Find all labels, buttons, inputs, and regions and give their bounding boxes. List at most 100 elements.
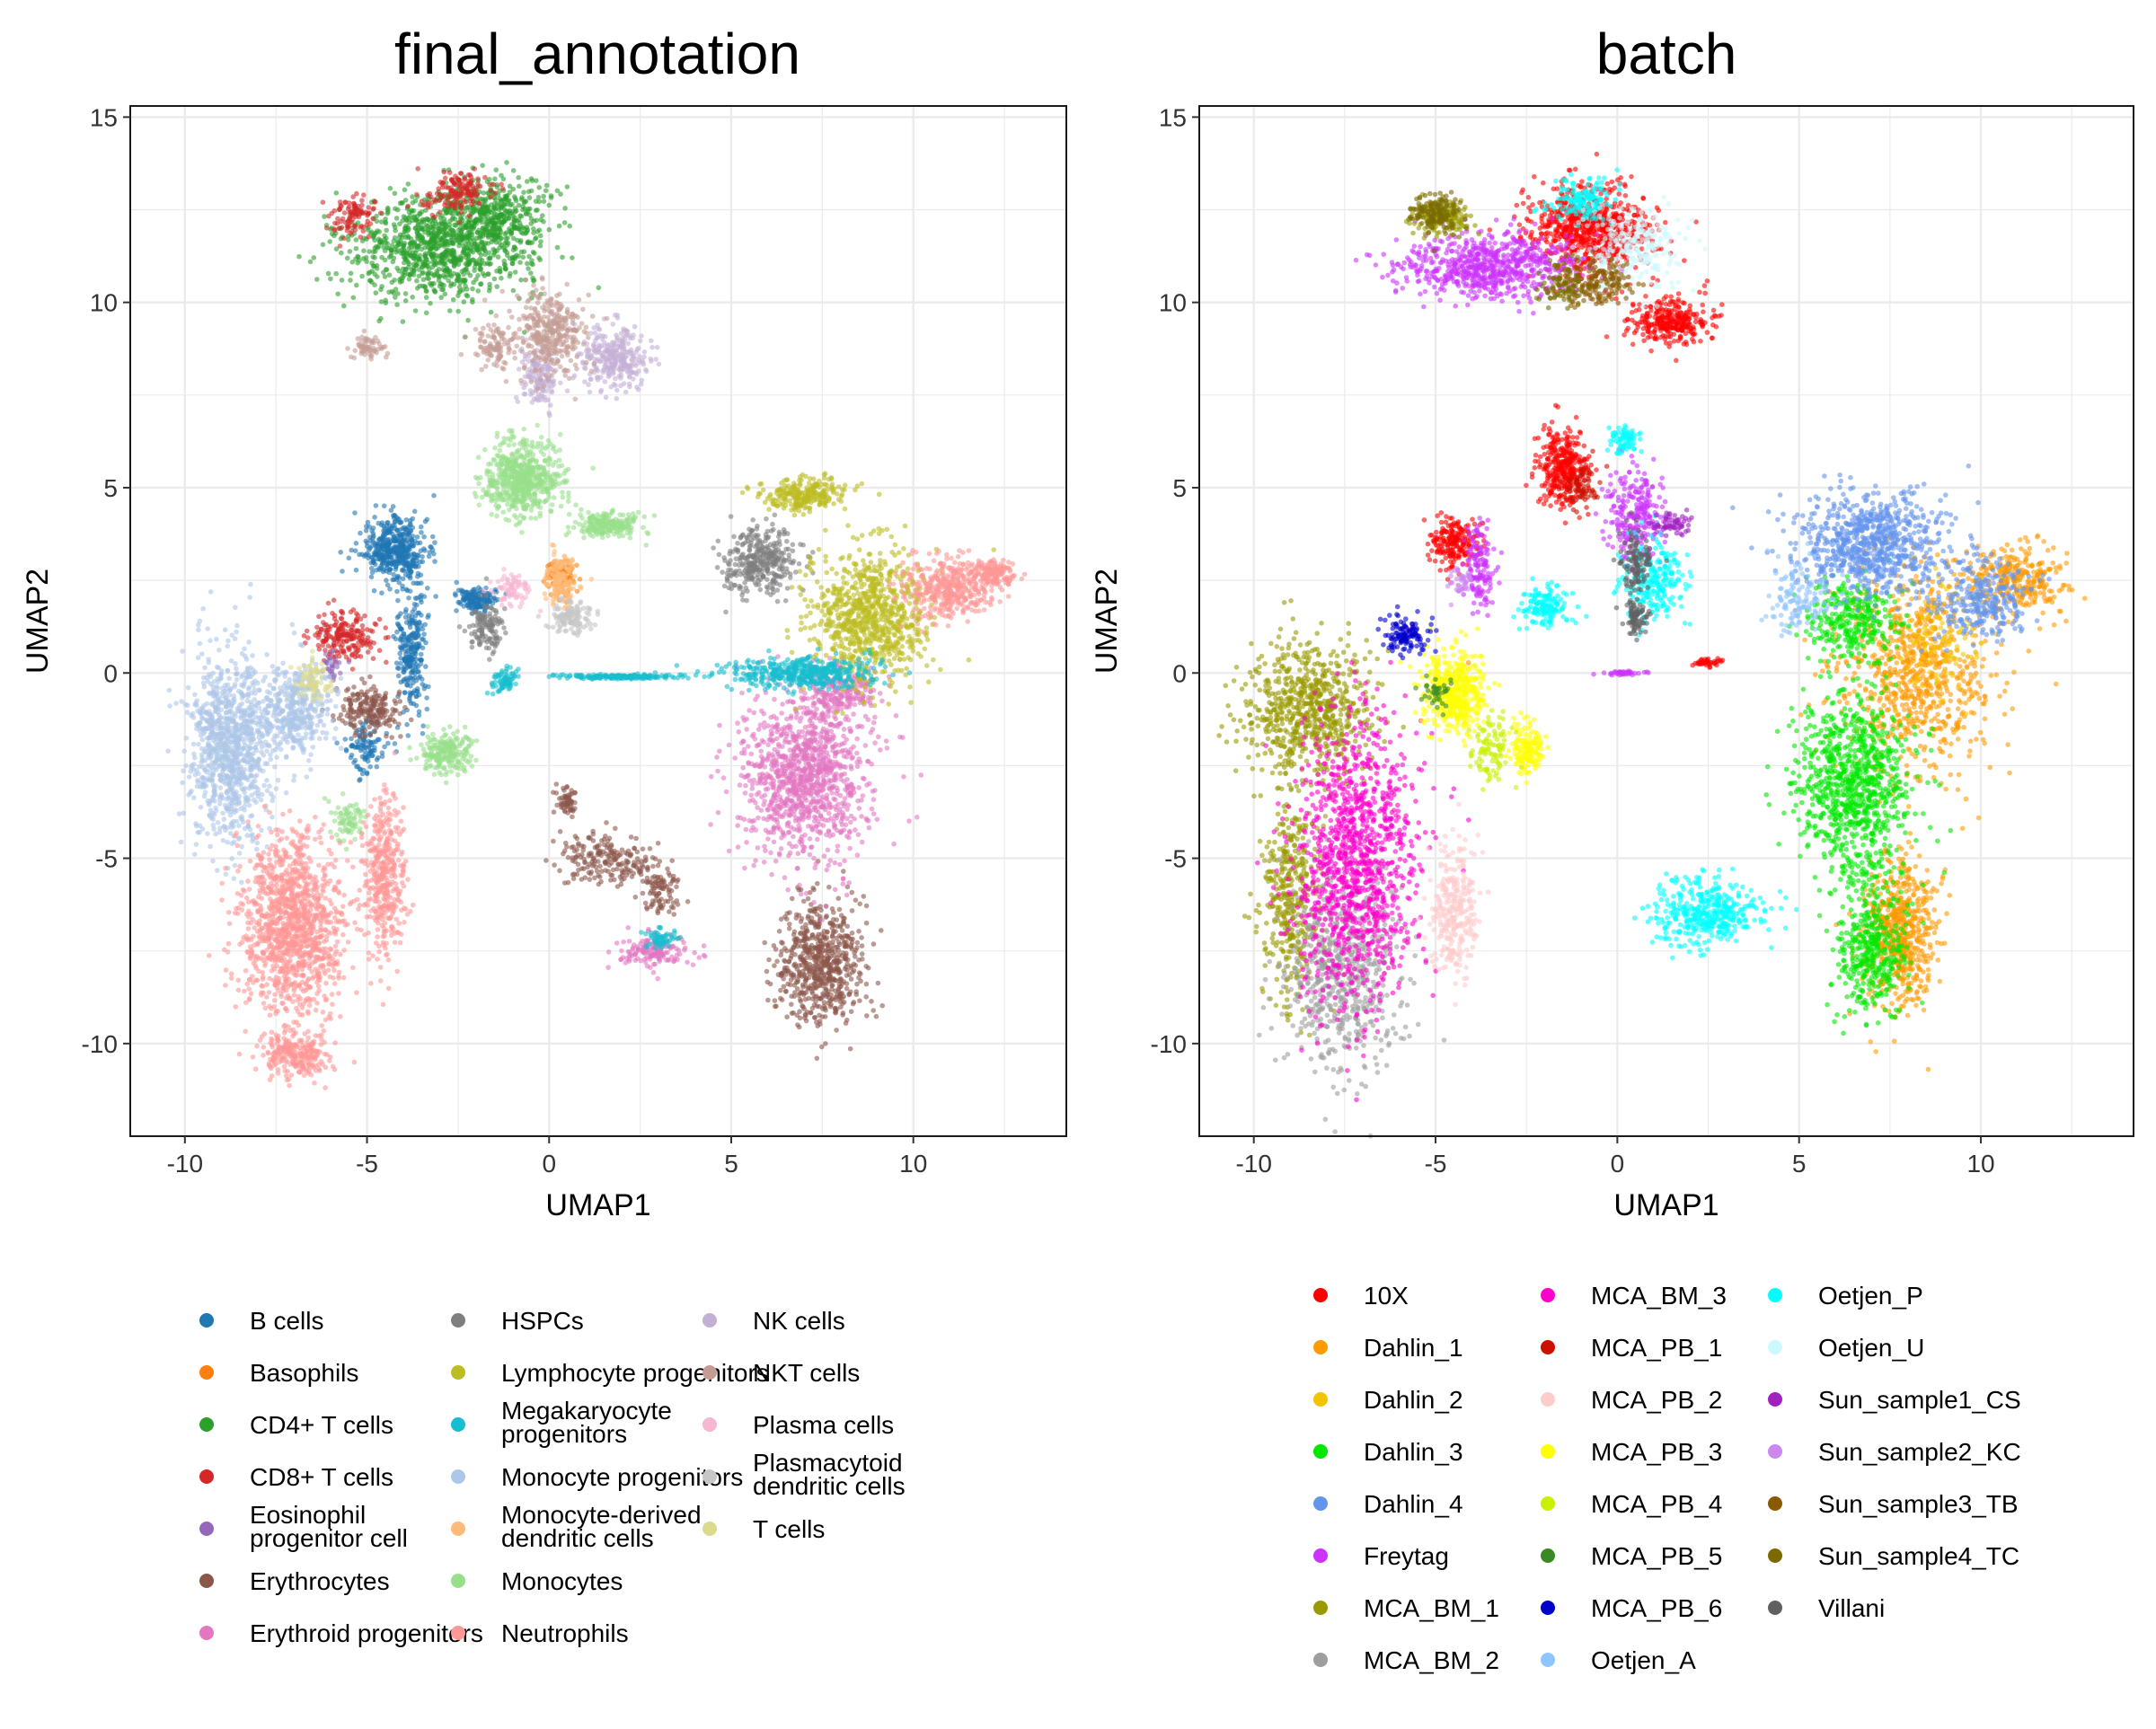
data-point — [487, 286, 492, 291]
data-point — [393, 708, 399, 713]
data-point — [837, 984, 843, 990]
data-point — [394, 559, 400, 564]
data-point — [453, 173, 458, 179]
data-point — [823, 1041, 828, 1046]
data-point — [408, 684, 413, 689]
data-point — [337, 716, 342, 721]
data-point — [837, 807, 843, 812]
data-point — [376, 714, 381, 719]
data-point — [394, 266, 400, 271]
data-point — [754, 827, 759, 833]
data-point — [402, 269, 408, 275]
data-point — [359, 198, 365, 203]
data-point — [588, 877, 593, 882]
data-point — [355, 629, 360, 634]
data-point — [714, 754, 720, 760]
data-point — [519, 197, 525, 202]
data-point — [812, 1015, 817, 1020]
data-point — [328, 623, 333, 629]
data-point — [814, 1019, 819, 1025]
data-point — [407, 277, 412, 282]
data-point — [789, 1001, 794, 1007]
data-point — [395, 243, 401, 248]
data-point — [863, 994, 869, 1000]
data-point — [847, 829, 853, 834]
data-point — [558, 829, 563, 834]
data-point — [823, 937, 828, 942]
data-point — [414, 248, 420, 253]
data-point — [781, 754, 786, 759]
data-point — [365, 772, 370, 777]
data-point — [798, 719, 803, 724]
data-point — [815, 1003, 820, 1009]
data-point — [762, 844, 767, 850]
data-point — [456, 220, 462, 225]
data-point — [732, 755, 738, 761]
data-point — [369, 566, 375, 571]
data-point — [461, 272, 466, 278]
data-point — [427, 550, 432, 555]
data-point — [429, 544, 434, 550]
data-point — [384, 301, 389, 306]
data-point — [404, 722, 410, 728]
data-point — [508, 190, 513, 195]
data-point — [326, 214, 331, 219]
data-point — [354, 568, 359, 573]
data-point — [669, 904, 675, 910]
data-point — [604, 820, 609, 825]
data-point — [464, 293, 469, 298]
data-point — [842, 741, 847, 746]
data-point — [766, 814, 772, 819]
data-point — [526, 190, 532, 195]
data-point — [530, 178, 535, 183]
data-point — [783, 989, 789, 994]
data-point — [385, 741, 391, 746]
data-point — [521, 255, 526, 260]
data-point — [335, 221, 340, 226]
data-point — [565, 793, 570, 798]
data-point — [430, 260, 436, 265]
data-point — [393, 565, 399, 570]
data-point — [410, 194, 415, 199]
data-point — [452, 181, 457, 187]
data-point — [861, 793, 866, 798]
data-point — [777, 852, 782, 858]
data-point — [669, 858, 675, 863]
data-point — [788, 851, 793, 856]
data-point — [641, 846, 646, 851]
data-point — [782, 958, 787, 964]
data-point — [554, 803, 560, 808]
data-point — [766, 957, 772, 963]
data-point — [458, 171, 464, 176]
data-point — [875, 816, 880, 822]
data-point — [760, 758, 765, 763]
data-point — [405, 204, 411, 209]
data-point — [472, 189, 477, 194]
data-point — [464, 224, 469, 229]
data-point — [381, 715, 386, 720]
data-point — [775, 752, 781, 757]
data-point — [353, 227, 358, 233]
data-point — [676, 878, 681, 883]
data-point — [870, 1008, 876, 1013]
data-point — [382, 504, 387, 509]
data-point — [814, 861, 819, 867]
data-point — [455, 273, 461, 278]
data-point — [557, 869, 562, 874]
data-point — [332, 228, 338, 234]
data-point — [344, 748, 349, 754]
data-point — [419, 530, 424, 535]
data-point — [808, 1010, 814, 1016]
data-point — [425, 586, 430, 591]
data-point — [375, 719, 380, 725]
data-point — [844, 1018, 850, 1023]
data-point — [474, 259, 480, 264]
data-point — [333, 271, 339, 277]
data-point — [360, 623, 366, 629]
data-point — [453, 191, 458, 197]
data-point — [831, 797, 836, 802]
data-point — [792, 952, 798, 957]
data-point — [769, 872, 774, 878]
data-point — [856, 929, 862, 934]
data-point — [371, 207, 376, 212]
